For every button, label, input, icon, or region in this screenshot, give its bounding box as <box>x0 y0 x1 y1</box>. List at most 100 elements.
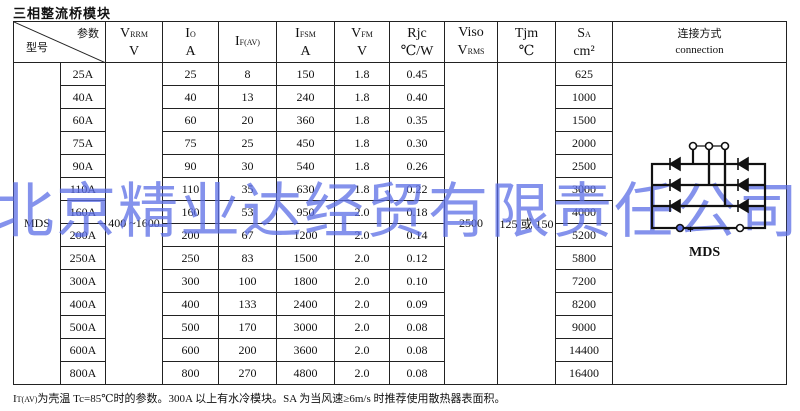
diode-symbol <box>736 198 749 214</box>
param-label: 参数 <box>77 28 99 40</box>
value-cell: 800 <box>162 361 219 385</box>
value-cell: 110 <box>162 177 219 201</box>
model-cell: 25A <box>60 62 106 86</box>
connection-header: 连接方式 connection <box>612 21 787 63</box>
model-cell: 250A <box>60 246 106 270</box>
table-row: 800A 800 270 4800 2.0 0.08 16400 <box>14 361 787 385</box>
value-cell: 0.10 <box>389 269 445 293</box>
model-cell: 500A <box>60 315 106 339</box>
sa-cell: 625 <box>555 62 613 86</box>
value-cell: 270 <box>218 361 277 385</box>
value-cell: 35 <box>218 177 277 201</box>
model-cell: 90A <box>60 154 106 178</box>
value-cell: 83 <box>218 246 277 270</box>
value-cell: 170 <box>218 315 277 339</box>
value-cell: 0.35 <box>389 108 445 132</box>
mds-circuit-diagram: + − <box>650 141 767 236</box>
value-cell: 2.0 <box>334 292 390 316</box>
value-cell: 240 <box>276 85 335 109</box>
vrrm-cell: 400 ~1600 <box>105 62 163 385</box>
value-cell: 2.0 <box>334 315 390 339</box>
sa-cell: 1000 <box>555 85 613 109</box>
model-cell: 75A <box>60 131 106 155</box>
model-cell: 600A <box>60 338 106 362</box>
value-cell: 1.8 <box>334 62 390 86</box>
value-cell: 75 <box>162 131 219 155</box>
table-row: 200A 200 67 1200 2.0 0.14 5200 <box>14 223 787 247</box>
column-header: SA cm² <box>555 21 613 63</box>
value-cell: 13 <box>218 85 277 109</box>
value-cell: 1.8 <box>334 131 390 155</box>
column-header: Rjc ℃/W <box>389 21 445 63</box>
value-cell: 600 <box>162 338 219 362</box>
value-cell: 2.0 <box>334 223 390 247</box>
table-row: 90A 90 30 540 1.8 0.26 2500 <box>14 154 787 178</box>
table-row: 160A 160 53 950 2.0 0.18 4000 <box>14 200 787 224</box>
value-cell: 1.8 <box>334 108 390 132</box>
value-cell: 0.08 <box>389 338 445 362</box>
value-cell: 500 <box>162 315 219 339</box>
value-cell: 450 <box>276 131 335 155</box>
column-header: IF(AV) <box>218 21 277 63</box>
value-cell: 8 <box>218 62 277 86</box>
value-cell: 0.45 <box>389 62 445 86</box>
model-label: 型号 <box>26 42 48 54</box>
model-cell: 800A <box>60 361 106 385</box>
column-header: IFSM A <box>276 21 335 63</box>
value-cell: 400 <box>162 292 219 316</box>
plus-terminal: + <box>687 222 694 236</box>
sa-cell: 4000 <box>555 200 613 224</box>
value-cell: 30 <box>218 154 277 178</box>
sa-cell: 7200 <box>555 269 613 293</box>
model-cell: 40A <box>60 85 106 109</box>
value-cell: 60 <box>162 108 219 132</box>
value-cell: 0.08 <box>389 315 445 339</box>
value-cell: 25 <box>218 131 277 155</box>
sa-cell: 16400 <box>555 361 613 385</box>
value-cell: 0.40 <box>389 85 445 109</box>
value-cell: 0.18 <box>389 200 445 224</box>
value-cell: 0.08 <box>389 361 445 385</box>
value-cell: 950 <box>276 200 335 224</box>
value-cell: 2.0 <box>334 361 390 385</box>
value-cell: 67 <box>218 223 277 247</box>
tjm-cell: 125 或 150 <box>497 62 556 385</box>
diode-symbol <box>736 156 749 172</box>
sa-cell: 9000 <box>555 315 613 339</box>
table-row: 75A 75 25 450 1.8 0.30 2000 <box>14 131 787 155</box>
diode-symbol <box>736 177 749 193</box>
sa-cell: 5200 <box>555 223 613 247</box>
diagram-label: MDS <box>689 245 721 260</box>
value-cell: 4800 <box>276 361 335 385</box>
value-cell: 1.8 <box>334 85 390 109</box>
value-cell: 360 <box>276 108 335 132</box>
value-cell: 540 <box>276 154 335 178</box>
table-row: 40A 40 13 240 1.8 0.40 1000 <box>14 85 787 109</box>
table-row: MDS 25A 400 ~1600 25 8 150 1.8 0.45 2500 125 或 15… <box>13 62 787 385</box>
column-header: IO A <box>162 21 219 63</box>
page-title: 三相整流桥模块 <box>13 6 112 21</box>
sa-cell: 3000 <box>555 177 613 201</box>
value-cell: 0.26 <box>389 154 445 178</box>
diagonal-divider <box>14 22 106 63</box>
model-cell: 60A <box>60 108 106 132</box>
value-cell: 100 <box>218 269 277 293</box>
value-cell: 0.12 <box>389 246 445 270</box>
value-cell: 3600 <box>276 338 335 362</box>
value-cell: 90 <box>162 154 219 178</box>
value-cell: 200 <box>218 338 277 362</box>
value-cell: 3000 <box>276 315 335 339</box>
value-cell: 250 <box>162 246 219 270</box>
diode-symbol <box>668 156 681 172</box>
column-header: Viso VRMS <box>444 21 498 63</box>
value-cell: 133 <box>218 292 277 316</box>
value-cell: 2.0 <box>334 338 390 362</box>
value-cell: 1.8 <box>334 154 390 178</box>
sa-cell: 8200 <box>555 292 613 316</box>
table-row: 110A 110 35 630 1.8 0.22 3000 <box>14 177 787 201</box>
table-row: 500A 500 170 3000 2.0 0.08 9000 <box>14 315 787 339</box>
column-header: VFM V <box>334 21 390 63</box>
value-cell: 2400 <box>276 292 335 316</box>
value-cell: 1800 <box>276 269 335 293</box>
value-cell: 2.0 <box>334 200 390 224</box>
